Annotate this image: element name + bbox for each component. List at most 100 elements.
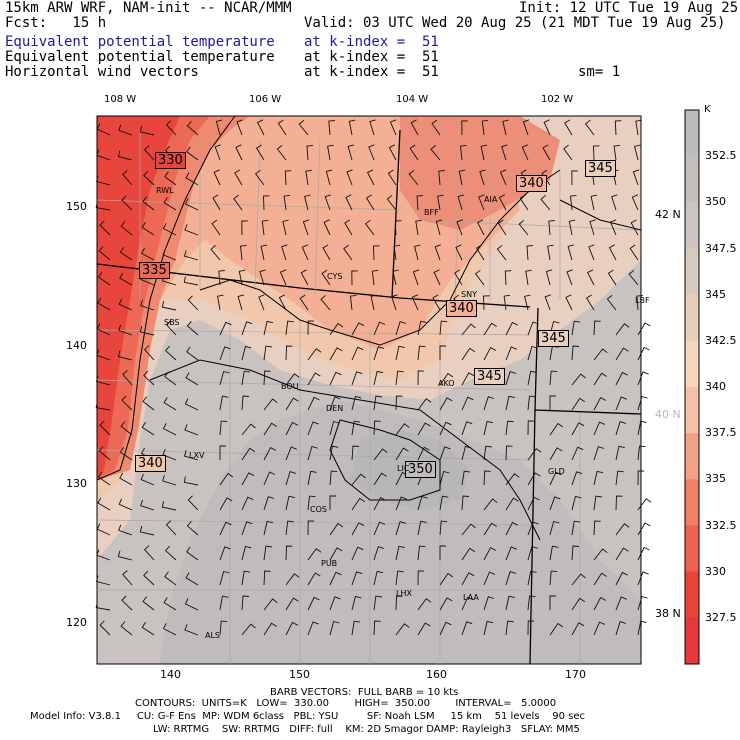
wind-barb [637, 322, 651, 336]
wind-barb [140, 473, 155, 486]
wind-barb [386, 194, 397, 211]
wind-barb [593, 372, 607, 386]
station-bff: BFF [424, 208, 439, 217]
colorbar-swatch [685, 110, 699, 157]
wind-barb [161, 301, 177, 311]
wind-barb [183, 276, 199, 286]
colorbar-label: 335 [705, 472, 726, 486]
wind-barb [211, 219, 221, 236]
wind-barb [328, 120, 335, 136]
colorbar-label: 342.5 [705, 333, 737, 347]
station-cys: CYS [327, 272, 343, 281]
wind-barb [527, 345, 538, 361]
wind-barb [241, 496, 254, 511]
wind-barb [302, 219, 310, 236]
colorbar [684, 109, 700, 665]
wind-barb [371, 269, 379, 286]
wind-barb [186, 321, 199, 336]
wind-barb [435, 219, 443, 236]
wind-barb [329, 495, 336, 510]
wind-barb [235, 144, 243, 161]
wind-barb [549, 520, 560, 536]
wind-barb [563, 144, 573, 161]
field-2-level: at k-index = 51 [304, 49, 439, 65]
wind-barb [483, 596, 495, 611]
wind-barb [186, 146, 199, 161]
station-rwl: RWL [156, 186, 174, 195]
wind-barb [329, 396, 341, 411]
wind-barb [298, 119, 309, 136]
wind-barb [285, 495, 295, 511]
wind-barb [505, 445, 513, 461]
grid-x-160: 160 [426, 668, 447, 681]
wind-barb [350, 294, 357, 311]
wind-barb [285, 421, 298, 436]
field-3-level: at k-index = 51 [304, 64, 439, 80]
wind-barb [329, 547, 343, 561]
wind-barb [365, 194, 375, 211]
wind-barb [438, 170, 445, 186]
wind-barb [505, 395, 515, 411]
wind-barb [219, 546, 231, 561]
wind-barb [615, 470, 624, 486]
wind-barb [502, 119, 509, 136]
wind-barb [631, 194, 639, 211]
wind-barb [307, 421, 319, 436]
wind-barb [483, 322, 497, 336]
valid-time: Valid: 03 UTC Wed 20 Aug 25 (21 MDT Tue … [304, 15, 726, 31]
wind-barb [185, 172, 199, 186]
wind-barb [549, 395, 556, 410]
wind-barb [593, 572, 607, 586]
wind-barb [394, 220, 402, 236]
wind-barb [635, 119, 642, 136]
wind-barb [637, 420, 647, 436]
wind-barb [366, 169, 375, 186]
wind-barb [97, 297, 111, 311]
wind-barb [571, 422, 585, 436]
wind-barb [219, 395, 229, 411]
wind-barb [395, 623, 410, 636]
colorbar-unit: K [704, 104, 711, 115]
wind-barb [241, 321, 253, 336]
wind-barb [505, 521, 518, 536]
colorbar-swatch [685, 294, 699, 342]
wind-barb [483, 571, 496, 586]
wind-barb [518, 219, 529, 236]
grid-x-140: 140 [160, 668, 181, 681]
wind-barb [143, 370, 155, 386]
contour-label-340-sw: 340 [135, 455, 166, 472]
wind-barb [327, 144, 334, 161]
wind-barb [277, 119, 287, 136]
wind-barb [346, 169, 353, 186]
wind-barb [285, 471, 296, 486]
grid-y-140: 140 [66, 339, 87, 352]
wind-barb [240, 244, 247, 261]
wind-barb [505, 420, 514, 436]
wind-barb [237, 294, 245, 311]
wind-barb [276, 144, 287, 161]
wind-barb [549, 471, 562, 486]
wind-barb [417, 320, 427, 336]
wind-barb [593, 320, 601, 336]
contour-label-345-ako: 345 [474, 368, 505, 385]
wind-barb [142, 196, 155, 211]
colorbar-label: 345 [705, 287, 726, 301]
wind-barb [140, 247, 155, 261]
wind-barb [285, 397, 299, 411]
wind-barb [593, 520, 601, 536]
wind-barb [461, 621, 473, 636]
wind-barb [505, 595, 515, 611]
wind-barb [417, 622, 431, 636]
wind-barb [481, 119, 489, 136]
wind-barb [496, 244, 507, 261]
wind-barb [437, 194, 444, 211]
colorbar-label: 352.5 [705, 149, 737, 163]
wind-barb [263, 520, 274, 536]
wind-barb [351, 620, 361, 636]
wind-barb [96, 123, 111, 136]
wind-barb [388, 144, 397, 161]
wind-barb [549, 496, 561, 511]
wind-barb [141, 622, 155, 636]
wind-barb [637, 571, 649, 586]
wind-barb [566, 269, 573, 286]
